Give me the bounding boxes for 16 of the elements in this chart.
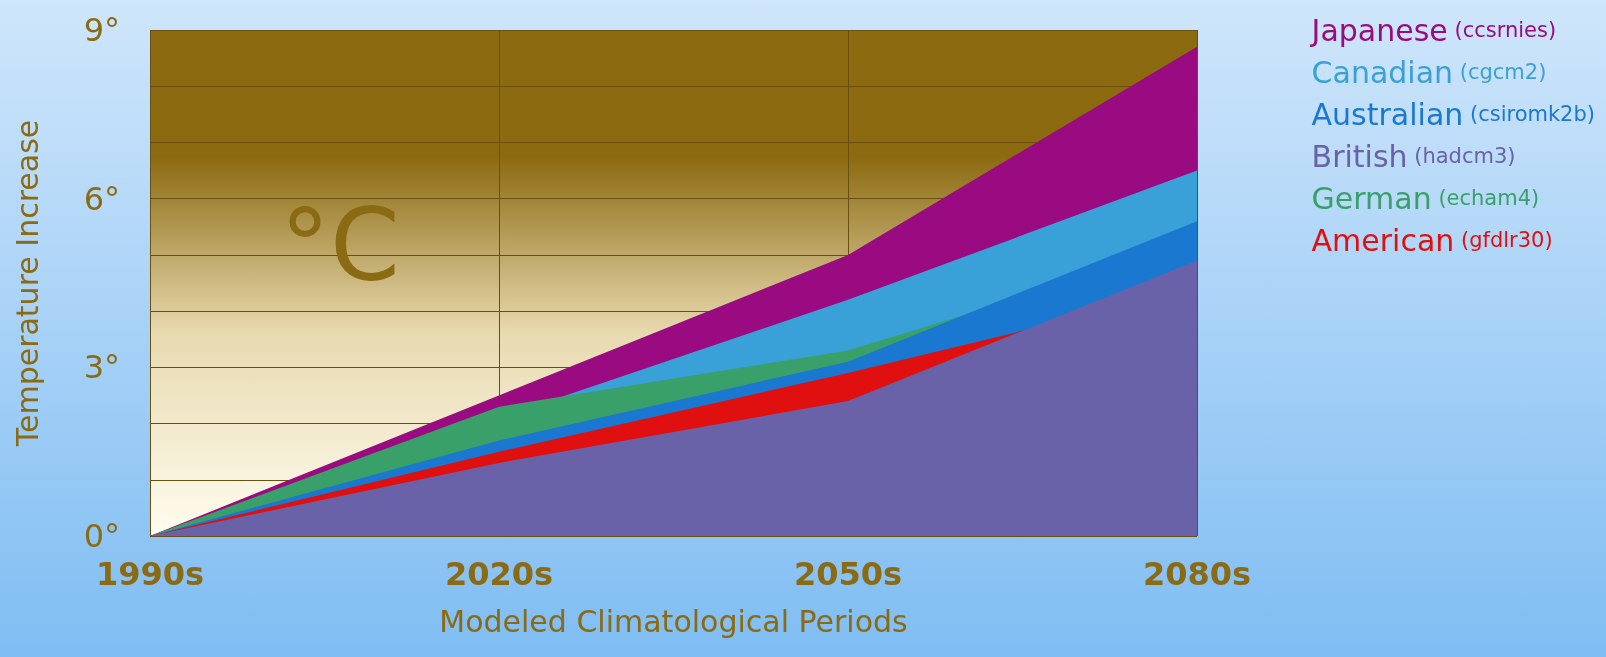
x-tick-label: 2080s xyxy=(1142,555,1252,593)
x-tick-label: 1990s xyxy=(95,555,205,593)
text: Australian (csiromk2b) xyxy=(1311,96,1596,132)
x-tick-label: 2050s xyxy=(793,555,903,593)
y-tick-label: 9° xyxy=(83,11,120,49)
text: American (gfdlr30) xyxy=(1311,222,1553,258)
y-tick-label: 6° xyxy=(83,179,120,218)
y-axis-title: Temperature Increase xyxy=(9,119,45,448)
y-tick-label: 3° xyxy=(83,348,120,387)
text: Canadian (cgcm2) xyxy=(1311,54,1547,90)
x-tick-label: 2020s xyxy=(444,555,554,593)
x-axis-title: Modeled Climatological Periods xyxy=(439,603,908,639)
text: German (echam4) xyxy=(1311,180,1540,216)
y-tick-label: 0° xyxy=(83,517,120,555)
text: Japanese (ccsrnies) xyxy=(1309,12,1557,48)
text: British (hadcm3) xyxy=(1311,138,1516,174)
